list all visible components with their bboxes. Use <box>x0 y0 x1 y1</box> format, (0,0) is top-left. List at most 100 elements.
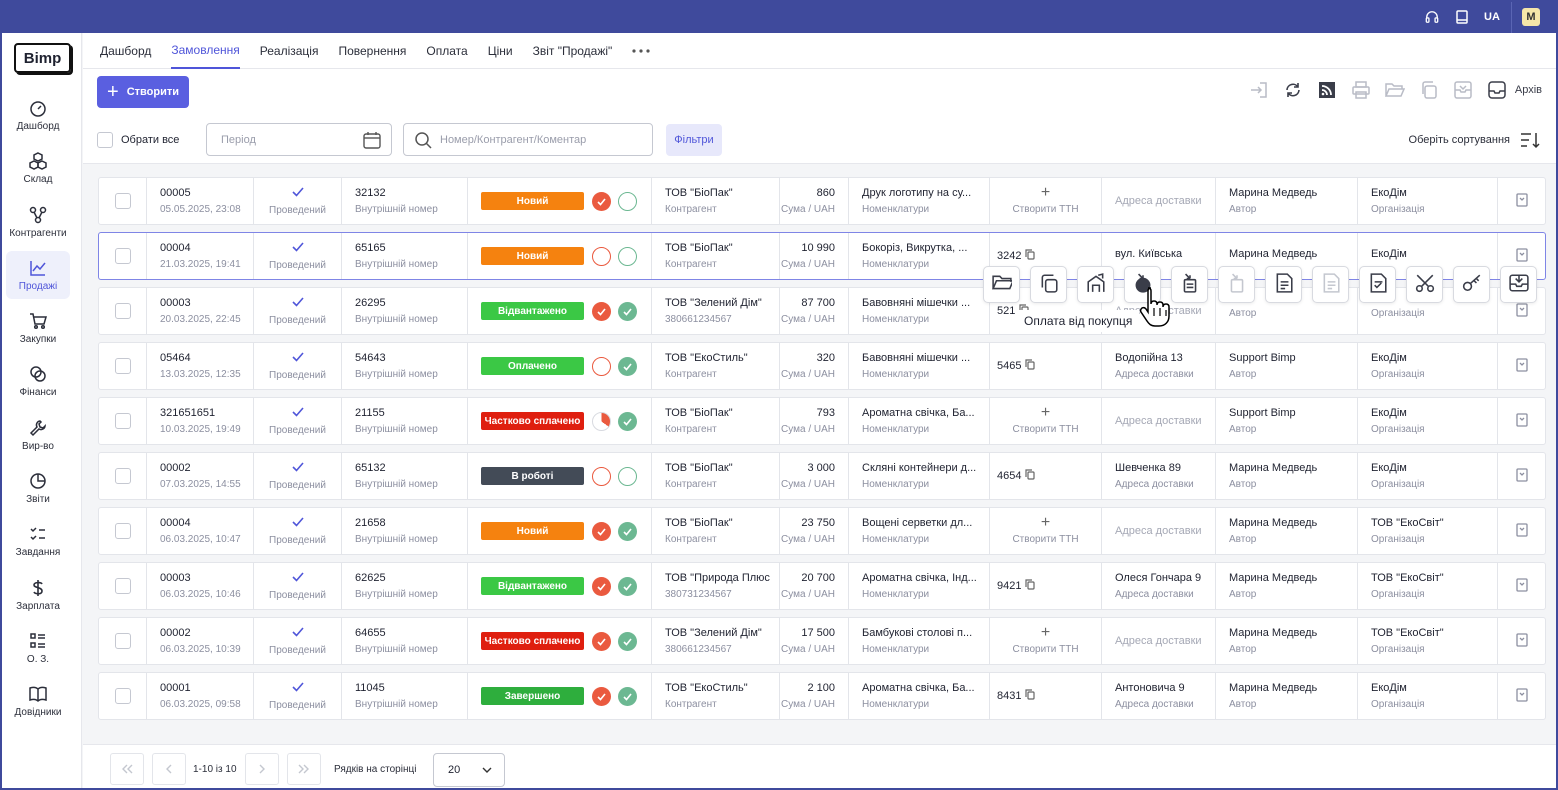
row-checkbox[interactable] <box>114 633 131 649</box>
scissors-button[interactable] <box>1406 266 1443 303</box>
plus-icon[interactable]: + <box>1040 627 1051 639</box>
rss-icon[interactable] <box>1317 79 1337 101</box>
table-row[interactable]: 00003 06.03.2025, 10:46 Проведений 62625 Вну… <box>98 562 1546 610</box>
inbox-archive-icon[interactable] <box>1487 79 1507 101</box>
tab-orders[interactable]: Замовлення <box>171 33 240 69</box>
more-tabs-icon[interactable] <box>632 33 650 69</box>
row-checkbox[interactable] <box>114 193 131 209</box>
payment-status-icon[interactable] <box>592 632 611 651</box>
calendar-icon[interactable] <box>363 131 381 149</box>
row-checkbox[interactable] <box>114 248 131 264</box>
row-checkbox[interactable] <box>114 578 131 594</box>
bookmark-icon[interactable] <box>1515 687 1529 705</box>
refresh-icon[interactable] <box>1283 79 1303 101</box>
copy-icon[interactable] <box>1025 359 1036 373</box>
bookmark-icon[interactable] <box>1515 632 1529 650</box>
sidebar-item-sales[interactable]: Продажі <box>6 251 70 299</box>
shipment-status-icon[interactable] <box>618 467 637 486</box>
sidebar-item-warehouse[interactable]: Склад <box>6 144 70 192</box>
shipment-status-icon[interactable] <box>618 192 637 211</box>
payment-status-icon[interactable] <box>592 302 611 321</box>
filters-button[interactable]: Фільтри <box>666 124 722 156</box>
sidebar-item-production[interactable]: Вир-во <box>6 411 70 459</box>
table-row[interactable]: 00003 20.03.2025, 22:45 Проведений 26295 Вну… <box>98 287 1546 335</box>
row-checkbox[interactable] <box>114 413 131 429</box>
copy-icon[interactable] <box>1025 689 1036 703</box>
bookmark-icon[interactable] <box>1515 577 1529 595</box>
tab-dashboard[interactable]: Дашборд <box>100 44 152 58</box>
print-icon[interactable] <box>1351 79 1371 101</box>
shipment-status-icon[interactable] <box>618 357 637 376</box>
prev-page-icon[interactable] <box>152 753 186 785</box>
payment-status-icon[interactable] <box>592 577 611 596</box>
archive-in-icon[interactable] <box>1453 79 1473 101</box>
sidebar-item-salary[interactable]: Зарплата <box>6 571 70 619</box>
tablet-icon[interactable] <box>1447 0 1477 33</box>
payment-status-icon[interactable] <box>592 412 611 431</box>
doc-disabled-button[interactable] <box>1218 266 1255 303</box>
copy-button[interactable] <box>1030 266 1067 303</box>
shipment-status-icon[interactable] <box>618 577 637 596</box>
sidebar-item-reports[interactable]: Звіти <box>6 464 70 512</box>
tab-prices[interactable]: Ціни <box>487 44 513 58</box>
table-row[interactable]: 00005 05.05.2025, 23:08 Проведений 32132 Вну… <box>98 177 1546 225</box>
copy-icon[interactable] <box>1419 79 1439 101</box>
table-row[interactable]: 00004 21.03.2025, 19:41 Проведений 65165 Вну… <box>98 232 1546 280</box>
table-row[interactable]: 00002 07.03.2025, 14:55 Проведений 65132 Вну… <box>98 452 1546 500</box>
bimp-logo[interactable]: Bimp <box>14 43 71 73</box>
shipment-status-icon[interactable] <box>618 522 637 541</box>
bookmark-icon[interactable] <box>1515 357 1529 375</box>
select-all-checkbox[interactable] <box>97 132 113 148</box>
sort-selector[interactable]: Оберіть сортування <box>1409 131 1540 149</box>
row-checkbox[interactable] <box>114 688 131 704</box>
payment-status-icon[interactable] <box>592 247 611 266</box>
last-page-icon[interactable] <box>287 753 321 785</box>
row-checkbox[interactable] <box>114 468 131 484</box>
sidebar-item-finance[interactable]: Фінанси <box>6 357 70 405</box>
bookmark-icon[interactable] <box>1515 467 1529 485</box>
first-page-icon[interactable] <box>110 753 144 785</box>
sidebar-item-tasks[interactable]: Завдання <box>6 517 70 565</box>
copy-icon[interactable] <box>1025 469 1036 483</box>
next-page-icon[interactable] <box>245 753 279 785</box>
warehouse-out-button[interactable] <box>1077 266 1114 303</box>
archive-button[interactable] <box>1500 266 1537 303</box>
sidebar-item-fixed-assets[interactable]: О. З. <box>6 624 70 672</box>
plus-icon[interactable]: + <box>1040 407 1051 419</box>
create-button[interactable]: + Створити <box>97 76 189 108</box>
sidebar-item-dashboard[interactable]: Дашборд <box>6 91 70 139</box>
tab-payment[interactable]: Оплата <box>426 44 468 58</box>
avatar[interactable]: M <box>1522 7 1540 26</box>
bookmark-icon[interactable] <box>1515 522 1529 540</box>
folder-open-icon[interactable] <box>1384 79 1405 101</box>
tab-sales-report[interactable]: Звіт "Продажі" <box>532 44 613 58</box>
payment-status-icon[interactable] <box>592 522 611 541</box>
table-row[interactable]: 00001 06.03.2025, 09:58 Проведений 11045 Вну… <box>98 672 1546 720</box>
sidebar-item-purchases[interactable]: Закупки <box>6 304 70 352</box>
language-switch[interactable]: UA <box>1484 10 1500 23</box>
bookmark-icon[interactable] <box>1515 247 1529 265</box>
plus-icon[interactable]: + <box>1040 517 1051 529</box>
shipment-status-icon[interactable] <box>618 632 637 651</box>
document-button[interactable] <box>1265 266 1302 303</box>
shipment-status-icon[interactable] <box>618 687 637 706</box>
folder-open-button[interactable] <box>983 266 1020 303</box>
document-disabled-button[interactable] <box>1312 266 1349 303</box>
row-checkbox[interactable] <box>114 303 131 319</box>
select-all[interactable]: Обрати все <box>97 132 179 148</box>
plus-icon[interactable]: + <box>1040 187 1051 199</box>
row-checkbox[interactable] <box>114 523 131 539</box>
bookmark-icon[interactable] <box>1515 412 1529 430</box>
shipment-status-icon[interactable] <box>618 412 637 431</box>
tab-realization[interactable]: Реалізація <box>259 44 319 58</box>
copy-icon[interactable] <box>1025 579 1036 593</box>
shipment-status-icon[interactable] <box>618 302 637 321</box>
shipment-status-icon[interactable] <box>618 247 637 266</box>
key-button[interactable] <box>1453 266 1490 303</box>
bookmark-icon[interactable] <box>1515 192 1529 210</box>
sidebar-item-directories[interactable]: Довідники <box>6 677 70 725</box>
bookmark-icon[interactable] <box>1515 302 1529 320</box>
import-icon[interactable] <box>1249 79 1269 101</box>
invoice-in-button[interactable] <box>1171 266 1208 303</box>
table-row[interactable]: 05464 13.03.2025, 12:35 Проведений 54643 Вну… <box>98 342 1546 390</box>
